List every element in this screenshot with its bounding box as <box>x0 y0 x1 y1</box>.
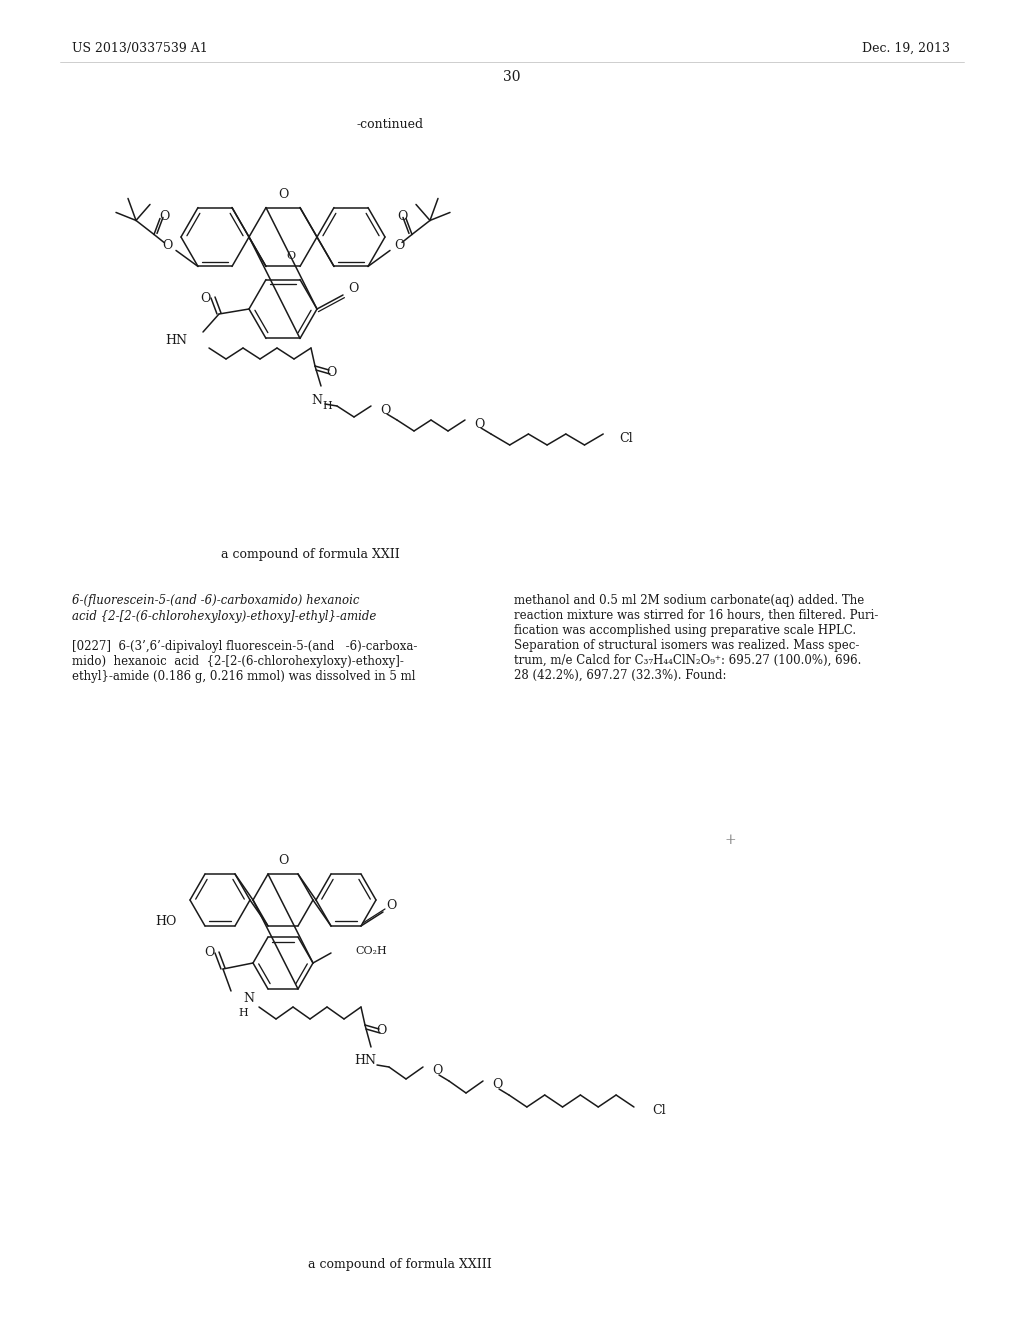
Text: O: O <box>326 366 336 379</box>
Text: -continued: -continued <box>356 117 424 131</box>
Text: O: O <box>432 1064 442 1077</box>
Text: HN: HN <box>354 1055 376 1068</box>
Text: HN: HN <box>165 334 187 346</box>
Text: H: H <box>239 1008 248 1018</box>
Text: US 2013/0337539 A1: US 2013/0337539 A1 <box>72 42 208 55</box>
Text: O: O <box>474 417 484 430</box>
Text: O: O <box>162 239 172 252</box>
Text: O: O <box>397 210 408 223</box>
Text: O: O <box>159 210 169 223</box>
Text: CO₂H: CO₂H <box>355 946 387 956</box>
Text: O: O <box>492 1078 502 1092</box>
Text: acid {2-[2-(6-chlorohexyloxy)-ethoxy]-ethyl}-amide: acid {2-[2-(6-chlorohexyloxy)-ethoxy]-et… <box>72 610 377 623</box>
Text: O: O <box>278 187 288 201</box>
Text: N: N <box>244 993 255 1006</box>
Text: Dec. 19, 2013: Dec. 19, 2013 <box>862 42 950 55</box>
Text: +: + <box>724 833 736 847</box>
Text: a compound of formula XXII: a compound of formula XXII <box>220 548 399 561</box>
Text: 30: 30 <box>503 70 521 84</box>
Text: O: O <box>376 1024 386 1038</box>
Text: HO: HO <box>156 916 177 928</box>
Text: O: O <box>278 854 288 867</box>
Text: O: O <box>348 282 358 296</box>
Text: N: N <box>311 393 323 407</box>
Text: Cl: Cl <box>652 1105 666 1118</box>
Text: O: O <box>386 899 396 912</box>
Text: methanol and 0.5 ml 2M sodium carbonate(aq) added. The
reaction mixture was stir: methanol and 0.5 ml 2M sodium carbonate(… <box>514 594 879 682</box>
Text: [0227]  6-(3’,6’-dipivaloyl fluorescein-5-(and   -6)-carboxa-
mido)  hexanoic  a: [0227] 6-(3’,6’-dipivaloyl fluorescein-5… <box>72 640 418 682</box>
Text: Cl: Cl <box>620 432 633 445</box>
Text: O: O <box>380 404 390 417</box>
Text: H: H <box>323 401 332 411</box>
Text: O: O <box>200 292 210 305</box>
Text: O: O <box>204 946 214 960</box>
Text: O: O <box>394 239 404 252</box>
Text: 6-(fluorescein-5-(and -6)-carboxamido) hexanoic: 6-(fluorescein-5-(and -6)-carboxamido) h… <box>72 594 359 607</box>
Text: a compound of formula XXIII: a compound of formula XXIII <box>308 1258 492 1271</box>
Text: O: O <box>287 251 296 261</box>
